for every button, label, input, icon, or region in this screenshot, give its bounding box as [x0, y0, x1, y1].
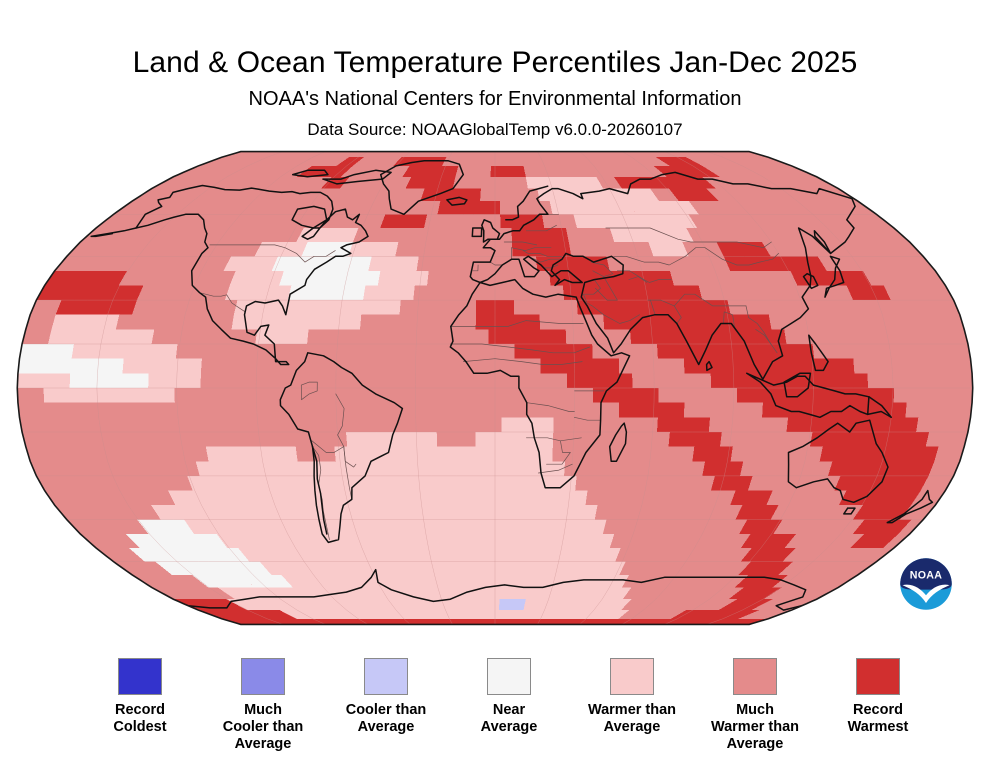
logo-text: NOAA: [910, 569, 942, 581]
legend-label-3: Near Average: [480, 702, 538, 735]
noaa-logo-svg: NOAA: [900, 558, 952, 610]
logo-circle-upper: [900, 558, 952, 590]
page-title: Land & Ocean Temperature Percentiles Jan…: [132, 46, 858, 79]
map-canvas: [16, 150, 974, 626]
legend-item-5: Much Warmer than Average: [693, 650, 817, 753]
legend-label-0: Record Coldest: [113, 702, 167, 735]
legend-item-1: Much Cooler than Average: [201, 650, 325, 753]
legend-swatch-5: [733, 658, 777, 695]
legend: Record Coldest Much Cooler than Average Co…: [0, 650, 990, 765]
legend-swatch-2: [364, 658, 408, 695]
coastlines: [90, 159, 934, 611]
legend-item-0: Record Coldest: [78, 650, 202, 736]
legend-item-2: Cooler than Average: [324, 650, 448, 736]
legend-label-1: Much Cooler than Average: [222, 702, 304, 752]
legend-label-5: Much Warmer than Average: [710, 702, 800, 752]
legend-label-6: Record Warmest: [847, 702, 909, 735]
legend-swatch-3: [487, 658, 531, 695]
legend-item-4: Warmer than Average: [570, 650, 694, 736]
legend-swatch-1: [241, 658, 285, 695]
map-cells: [17, 151, 973, 625]
legend-items: Record Coldest Much Cooler than Average Co…: [0, 650, 990, 765]
logo-bird-icon: [902, 584, 950, 604]
data-source: Data Source: NOAAGlobalTemp v6.0.0-20260…: [307, 120, 683, 139]
legend-label-2: Cooler than Average: [345, 702, 427, 735]
world-map: [10, 148, 980, 628]
legend-item-3: Near Average: [447, 650, 571, 736]
legend-swatch-6: [856, 658, 900, 695]
noaa-logo: NOAA: [898, 556, 954, 612]
page-subtitle: NOAA's National Centers for Environmenta…: [248, 88, 742, 110]
legend-label-4: Warmer than Average: [587, 702, 677, 735]
graticule: [17, 151, 973, 625]
title-block: Land & Ocean Temperature Percentiles Jan…: [0, 0, 990, 140]
map-outline: [16, 150, 974, 626]
legend-item-6: Record Warmest: [816, 650, 940, 736]
legend-swatch-0: [118, 658, 162, 695]
legend-swatch-4: [610, 658, 654, 695]
